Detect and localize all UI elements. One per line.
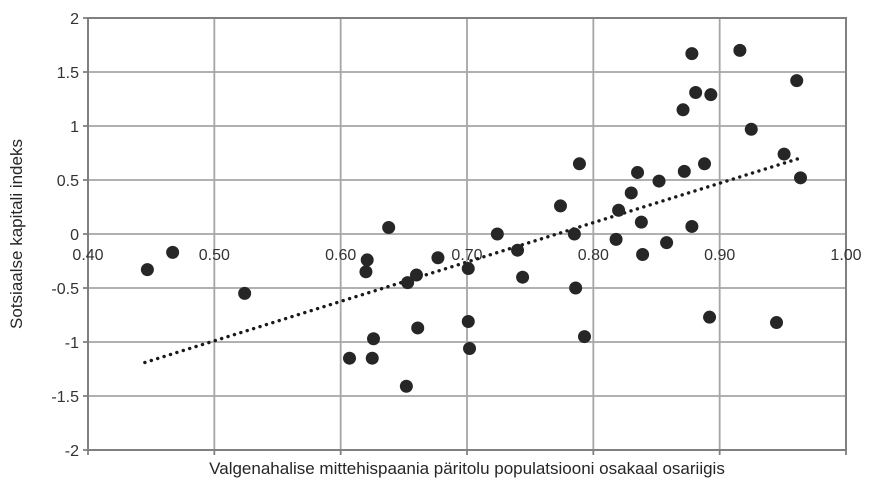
- data-point: [703, 310, 717, 324]
- data-point: [698, 157, 712, 171]
- data-point: [777, 147, 791, 161]
- data-point: [790, 74, 804, 88]
- data-point: [577, 330, 591, 344]
- y-tick-label: 2: [70, 11, 79, 28]
- x-tick-label: 0.50: [199, 247, 230, 264]
- data-point: [794, 171, 808, 185]
- data-point: [612, 203, 626, 217]
- data-point: [569, 281, 583, 295]
- y-tick-label: -1: [65, 335, 79, 352]
- y-axis-title: Sotsiaalse kapitali indeks: [7, 139, 26, 329]
- y-tick-label: 0.5: [57, 173, 79, 190]
- data-point: [744, 122, 758, 136]
- data-point: [685, 47, 699, 61]
- data-point: [511, 243, 525, 257]
- data-point: [359, 265, 373, 279]
- data-point: [367, 332, 381, 346]
- data-point: [360, 253, 374, 267]
- y-tick-label: -1.5: [51, 389, 79, 406]
- data-point: [401, 276, 415, 290]
- data-point: [516, 270, 530, 284]
- data-point: [704, 88, 718, 102]
- x-tick-label: 0.40: [72, 247, 103, 264]
- data-point: [631, 165, 645, 179]
- data-point: [490, 227, 504, 241]
- data-point: [636, 248, 650, 262]
- gridlines: [87, 17, 847, 451]
- data-point: [685, 219, 699, 233]
- tick-labels: 0.40 0.50 0.60 0.70 0.80 0.90 1.0021.510.50-0.…: [51, 11, 861, 460]
- data-point: [689, 86, 703, 100]
- y-tick-label: 0: [70, 227, 79, 244]
- y-tick-label: 1.5: [57, 65, 79, 82]
- data-point: [166, 245, 180, 259]
- y-tick-label: -2: [65, 443, 79, 460]
- y-tick-label: -0.5: [51, 281, 79, 298]
- data-point: [343, 351, 357, 365]
- data-point: [652, 174, 666, 188]
- data-point: [399, 379, 413, 393]
- data-point: [770, 316, 784, 330]
- data-point: [624, 186, 638, 200]
- x-tick-label: 0.60: [325, 247, 356, 264]
- data-point: [461, 314, 475, 328]
- data-point: [140, 263, 154, 277]
- data-point: [411, 321, 425, 335]
- data-point: [572, 157, 586, 171]
- data-point: [676, 103, 690, 117]
- data-point: [609, 232, 623, 246]
- data-point: [431, 251, 445, 265]
- data-point: [463, 341, 477, 355]
- data-point: [238, 286, 252, 300]
- data-points-layer: [140, 43, 808, 393]
- axis-ticks: [83, 17, 847, 455]
- data-point: [634, 215, 648, 229]
- data-point: [553, 199, 567, 213]
- data-point: [677, 164, 691, 178]
- data-point: [733, 43, 747, 57]
- data-point: [660, 236, 674, 250]
- data-point: [409, 268, 423, 282]
- y-tick-label: 1: [70, 119, 79, 136]
- x-axis-title: Valgenahalise mittehispaania päritolu po…: [209, 459, 725, 478]
- x-tick-label: 0.90: [704, 247, 735, 264]
- x-tick-label: 0.80: [578, 247, 609, 264]
- data-point: [382, 221, 396, 235]
- x-tick-label: 1.00: [830, 247, 861, 264]
- x-tick-label: 0.70: [451, 247, 482, 264]
- trendline-layer: [143, 156, 801, 365]
- data-point: [567, 227, 581, 241]
- data-point: [461, 262, 475, 276]
- data-point: [365, 351, 379, 365]
- trendline: [143, 156, 801, 365]
